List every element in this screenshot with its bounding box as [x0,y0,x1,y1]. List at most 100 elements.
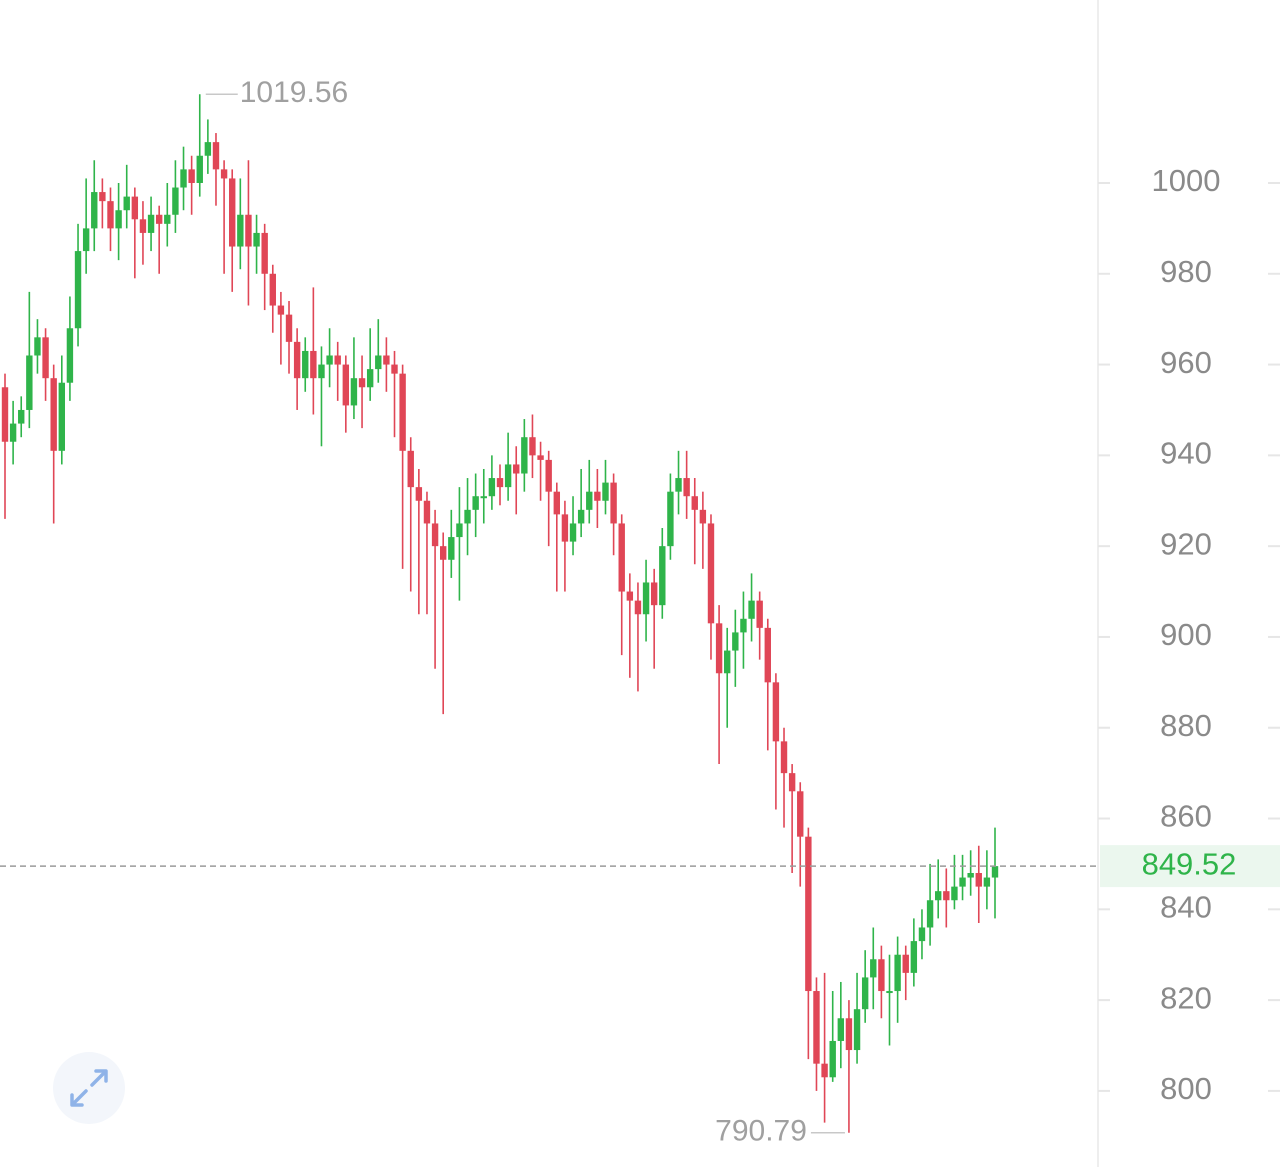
expand-icon[interactable] [70,1069,108,1107]
candle-body [91,192,98,229]
candle-body [42,337,49,379]
candle-body [983,877,991,887]
candle-body [82,228,90,252]
candle-body [439,546,447,560]
candle-body [342,364,350,406]
candle-body [788,773,796,792]
candle-body [74,251,82,329]
candle-body [212,142,220,170]
candle-body [934,891,942,901]
candle-body [813,991,820,1064]
candle-body [504,464,512,488]
candle-body [415,487,423,501]
candle-body [123,196,130,211]
candle-body [975,873,982,887]
candle-body [521,437,528,474]
candle-body [910,941,918,973]
candle-body [18,409,25,424]
y-tick-label: 820 [1160,980,1212,1015]
candle-body [66,328,74,383]
candle-body [204,142,212,156]
candle-body [740,618,747,633]
candle-body [139,219,147,233]
candle-body [586,491,593,510]
candle-body [699,509,707,524]
candle-body [642,582,650,615]
candle-body [707,523,715,624]
candle-body [780,741,788,774]
candle-body [724,650,731,674]
candle-body [391,364,398,374]
candle-body [991,866,999,878]
candle-body [691,496,698,510]
candle-body [448,537,455,560]
candle-body [959,877,966,887]
candle-body [553,491,561,515]
y-tick-label: 960 [1160,345,1212,380]
candle-body [229,178,236,247]
candle-body [188,169,195,183]
candle-body [569,523,577,542]
y-tick-label: 1000 [1152,163,1221,198]
candle-body [220,169,228,179]
candle-body [634,600,642,615]
y-tick-label: 980 [1160,254,1212,289]
candle-body [407,450,414,488]
candle-body [715,623,723,674]
candle-body [480,496,487,499]
candle-body [107,201,114,229]
candle-body [861,977,869,1010]
candle-body [277,305,285,315]
candle-body [366,369,374,388]
candle-body [9,423,17,442]
candle-body [756,600,763,628]
candle-body [358,378,366,388]
candle-body [837,1018,845,1041]
candle-body [821,1063,828,1078]
candle-body [285,314,293,342]
candle-body [399,373,406,451]
candle-body [180,169,187,188]
candle-body [732,632,739,651]
candle-body [967,873,974,878]
candle-body [845,1018,853,1051]
candle-body [618,523,625,592]
candle-body [902,954,909,973]
candle-body [50,378,57,451]
candle-body [431,523,439,547]
candle-body [683,478,690,497]
candle-body [496,478,504,488]
candle-body [310,350,317,379]
candle-body [918,927,926,942]
candle-body [172,187,179,215]
candle-body [350,378,358,406]
candle-body [383,355,390,365]
candle-body [764,627,771,683]
candle-body [237,214,244,247]
candle-body [886,991,893,994]
candle-body [829,1040,836,1078]
candle-body [253,232,260,247]
candle-body [147,214,155,233]
candle-body [853,1009,861,1051]
candle-body [269,273,276,306]
candle-body [488,478,496,497]
y-tick-label: 860 [1160,799,1212,834]
candle-body [472,496,479,510]
expand-button-bg[interactable] [53,1052,125,1124]
candle-body [894,954,901,992]
candle-body [464,509,471,524]
candle-body [926,900,934,928]
y-tick-label: 920 [1160,526,1212,561]
y-tick-label: 800 [1160,1071,1212,1106]
candle-body [545,459,552,492]
candle-body [131,196,139,220]
candle-body [1,387,9,442]
expand-button[interactable] [53,1052,125,1124]
candle-body [650,582,658,606]
candle-body [164,214,171,224]
low-label: 790.79 [715,1115,807,1148]
